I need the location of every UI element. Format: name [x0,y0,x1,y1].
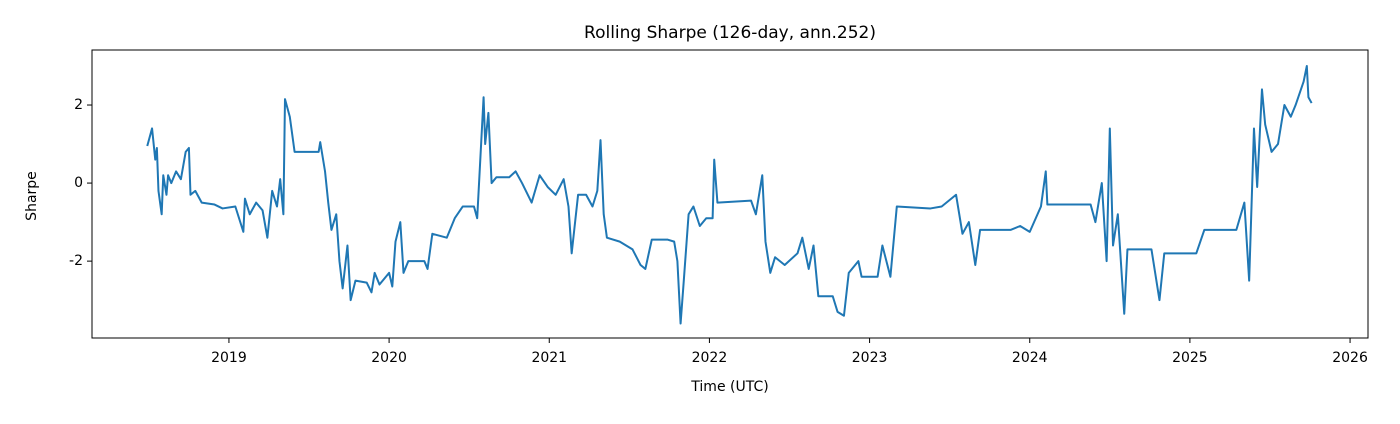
x-tick-label: 2024 [1012,350,1048,366]
x-tick-label: 2026 [1332,350,1368,366]
y-axis-label: Sharpe [24,171,40,221]
plot-frame [91,49,1369,339]
plot-area [146,65,1313,325]
x-tick-label: 2020 [371,350,407,366]
chart-title: Rolling Sharpe (126-day, ann.252) [584,23,876,43]
x-tick-label: 2023 [852,350,888,366]
x-tick-label: 2025 [1172,350,1208,366]
x-tick-label: 2021 [531,350,567,366]
line-series [146,65,1313,325]
y-tick-label: 2 [74,97,83,113]
x-axis-label: Time (UTC) [690,379,768,395]
y-tick-label: 0 [74,175,83,191]
x-tick-label: 2022 [692,350,728,366]
x-tick-label: 2019 [211,350,247,366]
y-tick-label: -2 [69,253,83,269]
